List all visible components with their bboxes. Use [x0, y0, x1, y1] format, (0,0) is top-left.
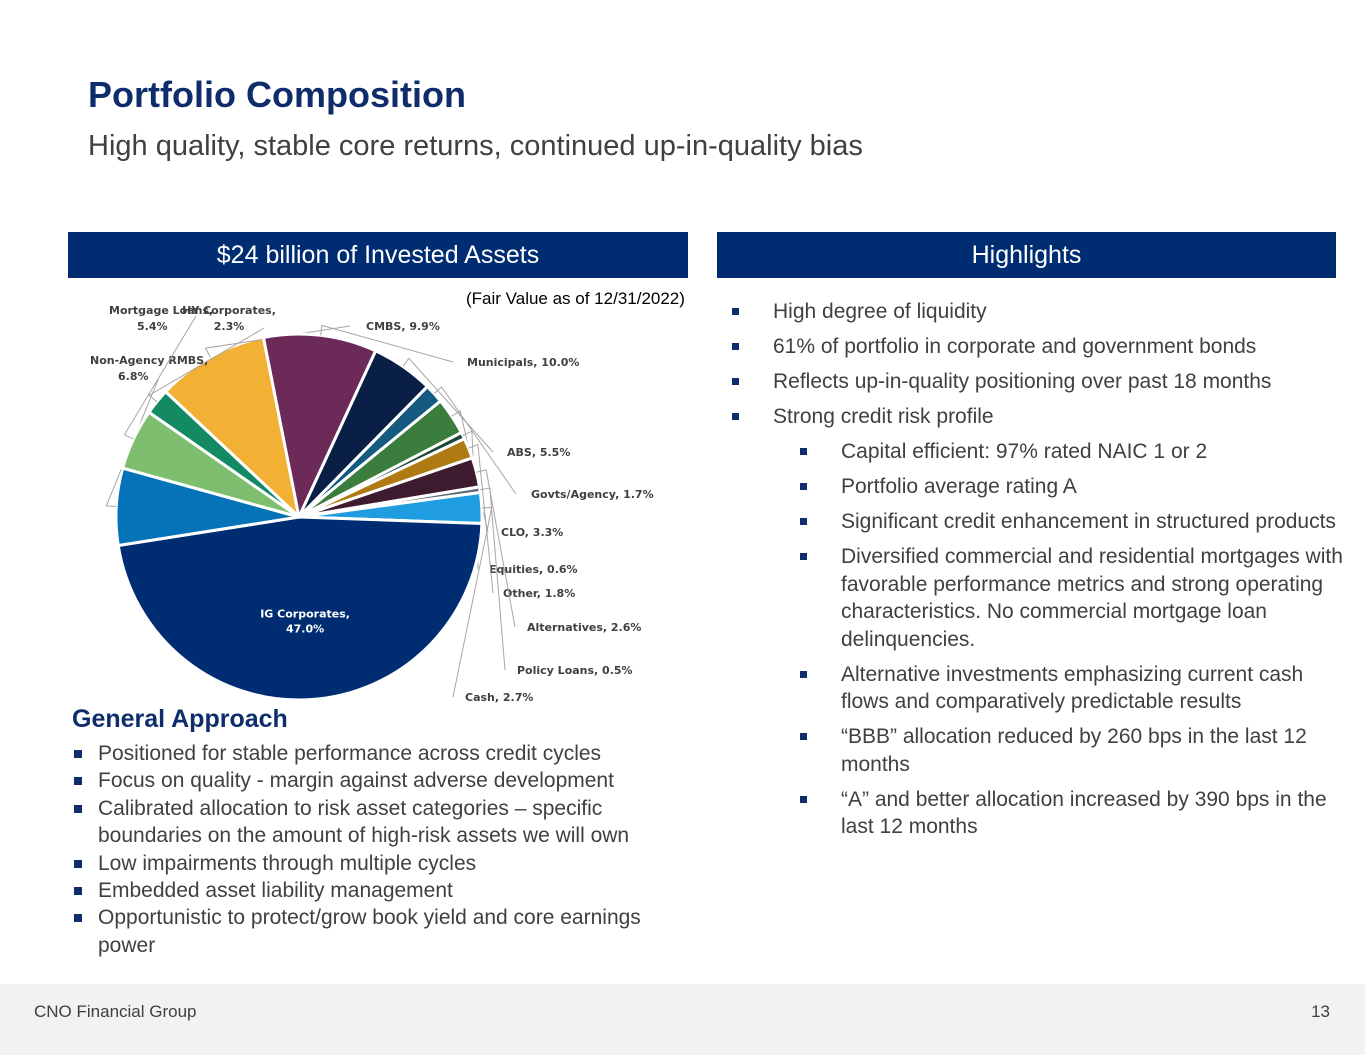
pie-slice: [116, 515, 484, 702]
slice-label: Mortgage Loans,: [109, 304, 213, 317]
slice-label: Govts/Agency, 1.7%: [531, 488, 654, 501]
highlight-subitem: “BBB” allocation reduced by 260 bps in t…: [730, 723, 1350, 778]
invested-assets-banner: $24 billion of Invested Assets: [68, 232, 688, 278]
approach-item: Embedded asset liability management: [72, 877, 697, 904]
slice-label: Alternatives, 2.6%: [527, 621, 641, 634]
slice-label: Non-Agency RMBS,: [90, 354, 208, 367]
approach-item: Low impairments through multiple cycles: [72, 850, 697, 877]
leader-line: [452, 506, 493, 698]
fair-value-note: (Fair Value as of 12/31/2022): [466, 289, 685, 308]
footer: CNO Financial Group 13: [0, 984, 1365, 1055]
slice-label: 47.0%: [286, 622, 324, 635]
page-number: 13: [1311, 1002, 1330, 1021]
page-subtitle: High quality, stable core returns, conti…: [88, 130, 863, 162]
highlights-list: High degree of liquidity 61% of portfolio…: [730, 298, 1350, 848]
pie-slice: [163, 335, 302, 522]
leader-line: [476, 469, 516, 628]
leader-line: [123, 315, 197, 440]
leader-line: [320, 324, 454, 363]
slice-label: HY Corporates,: [182, 304, 276, 317]
leader-line: [433, 386, 517, 495]
slice-label: Other, 1.8%: [503, 587, 575, 600]
highlight-item: High degree of liquidity: [730, 298, 1350, 326]
slice-label: Policy Loans, 0.5%: [517, 664, 633, 677]
highlight-item: 61% of portfolio in corporate and govern…: [730, 333, 1350, 361]
slice-label: ABS, 5.5%: [507, 446, 570, 459]
highlight-item: Reflects up-in-quality positioning over …: [730, 368, 1350, 396]
approach-item: Positioned for stable performance across…: [72, 740, 697, 767]
slice-label: 5.4%: [137, 320, 168, 333]
slice-label: IG Corporates,: [260, 607, 350, 620]
slice-label: CMBS, 9.9%: [366, 320, 440, 333]
footer-company: CNO Financial Group: [34, 1002, 197, 1021]
portfolio-pie-chart: CMBS, 9.9% Municipals, 10.0% ABS, 5.5% Govt…: [90, 304, 654, 704]
slice-label: Municipals, 10.0%: [467, 356, 579, 369]
slice-label: 2.3%: [214, 320, 245, 333]
highlight-subitem: “A” and better allocation increased by 3…: [730, 786, 1350, 841]
leader-line: [479, 487, 506, 671]
leader-line: [468, 443, 494, 594]
approach-item: Opportunistic to protect/grow book yield…: [72, 904, 697, 959]
slice-label: Equities, 0.6%: [489, 563, 578, 576]
leader-line: [148, 327, 265, 403]
slice-label: CLO, 3.3%: [501, 526, 563, 539]
general-approach-list: Positioned for stable performance across…: [72, 740, 697, 959]
page-title: Portfolio Composition: [88, 74, 466, 115]
highlight-item: Strong credit risk profile: [730, 403, 1350, 431]
highlight-subitem: Capital efficient: 97% rated NAIC 1 or 2: [730, 438, 1350, 466]
approach-item: Calibrated allocation to risk asset cate…: [72, 795, 697, 850]
highlight-subitem: Alternative investments emphasizing curr…: [730, 661, 1350, 716]
slice-label: Cash, 2.7%: [465, 691, 533, 704]
general-approach-title: General Approach: [72, 705, 288, 733]
highlights-banner: Highlights: [717, 232, 1336, 278]
slice-label: 6.8%: [118, 370, 149, 383]
highlight-subitem: Significant credit enhancement in struct…: [730, 508, 1350, 536]
highlight-subitem: Portfolio average rating A: [730, 473, 1350, 501]
approach-item: Focus on quality - margin against advers…: [72, 767, 697, 794]
highlight-subitem: Diversified commercial and residential m…: [730, 543, 1350, 653]
leader-line: [105, 379, 159, 508]
pie-slice: [261, 332, 378, 522]
